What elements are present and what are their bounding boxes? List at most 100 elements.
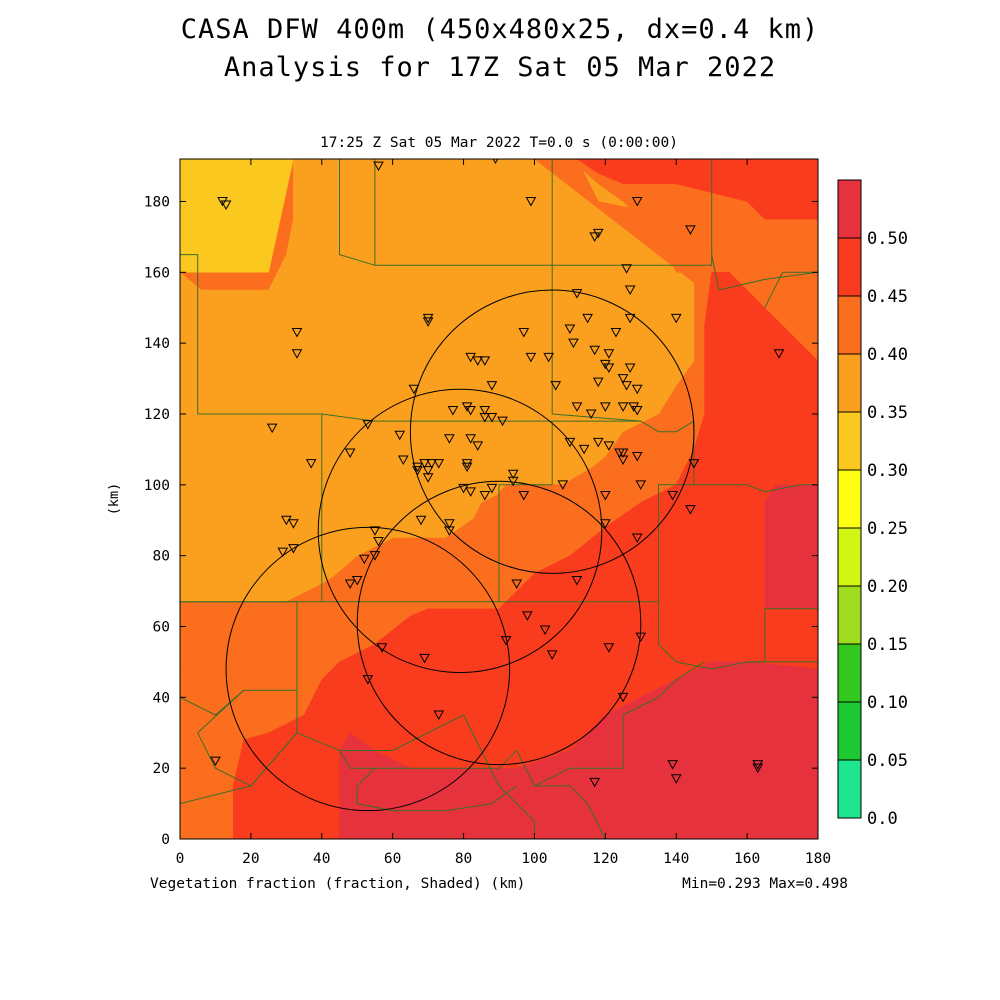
county-boundary-19 [764,271,818,309]
station-marker-58 [564,437,576,448]
station-marker-94 [288,519,299,529]
county-boundary-4 [711,254,818,291]
station-marker-77 [461,462,473,473]
axes: 0 20 40 60 80 100 120 140 160 180 0 20 40 60 80 100 120 1… [106,159,831,867]
station-marker-17 [571,289,583,299]
colorbar-swatch-4 [838,528,861,586]
county-boundary-18 [747,484,818,663]
station-marker-38 [550,381,562,391]
x-tick-label: 160 [734,851,760,867]
colorbar-swatch-9 [838,238,861,296]
station-marker-45 [408,384,420,395]
colorbar-swatch-0 [838,760,861,818]
station-marker-43 [479,356,491,366]
colorbar-level-label: 0.30 [867,461,908,481]
station-marker-93 [280,515,292,526]
plot-frame [179,158,819,840]
station-marker-15 [624,313,636,324]
x-tick-label: 60 [384,851,401,867]
station-marker-8 [589,232,601,242]
station-marker-27 [624,363,636,373]
station-marker-107 [571,575,583,586]
station-marker-98 [373,537,384,547]
station-marker-26 [603,363,615,373]
station-marker-113 [376,643,388,653]
station-marker-67 [305,459,317,469]
station-marker-19 [518,328,530,338]
station-marker-54 [394,430,406,441]
station-marker-22 [589,345,601,356]
station-marker-18 [582,313,593,324]
station-marker-88 [635,480,647,490]
station-marker-103 [415,515,427,526]
radar-range-ring-2 [356,480,642,766]
y-tick-label: 100 [144,478,170,494]
chart-title-line2: Analysis for 17Z Sat 05 Mar 2022 [223,52,777,83]
colorbar-level-label: 0.05 [867,751,908,771]
station-marker-1 [220,200,232,211]
y-tick-label: 60 [153,620,170,636]
station-marker-70 [412,466,423,476]
station-marker-20 [564,324,576,335]
station-marker-42 [472,356,484,366]
variable-label: Vegetation fraction (fraction, Shaded) (… [150,876,526,892]
station-marker-89 [667,490,679,501]
station-marker-71 [412,462,423,473]
station-marker-52 [497,416,508,427]
station-marker-102 [351,575,363,586]
station-marker-111 [539,625,551,636]
station-marker-95 [277,547,289,558]
station-marker-126 [752,763,764,774]
station-marker-24 [610,328,622,338]
station-marker-59 [578,444,590,455]
station-marker-5 [631,197,643,207]
station-marker-51 [486,413,498,423]
station-marker-124 [670,774,682,784]
station-marker-91 [688,459,700,469]
x-tick-label: 80 [455,851,472,867]
colorbar-level-label: 0.20 [867,577,908,597]
station-marker-120 [617,692,629,703]
station-marker-84 [479,490,491,501]
shaded-region-0 [180,159,294,273]
station-marker-121 [210,756,221,767]
station-marker-90 [685,505,696,515]
station-marker-28 [617,374,629,384]
station-marker-9 [291,328,303,338]
station-marker-60 [592,437,604,448]
station-marker-46 [447,405,459,416]
colorbar-level-label: 0.40 [867,345,908,365]
station-marker-13 [621,264,632,274]
station-marker-118 [603,643,615,653]
station-marker-115 [362,675,374,685]
county-boundary-15 [339,714,464,751]
x-tick-label: 40 [313,851,330,867]
colorbar-level-label: 0.15 [867,635,908,655]
colorbar-level-label: 0.50 [867,229,908,249]
county-boundary-7 [321,421,553,603]
colorbar: 0.0 0.05 0.10 0.15 0.20 0.25 0.30 0.35 0.40 0.45 0… [837,179,908,829]
chart-title: CASA DFW 400m (450x480x25, dx=0.4 km) [180,14,820,45]
station-marker-64 [631,452,643,462]
station-marker-79 [507,469,519,480]
county-boundary-8 [499,484,694,603]
y-tick-label: 180 [144,195,170,211]
station-marker-40 [543,352,554,363]
station-marker-41 [465,352,476,363]
x-tick-label: 0 [176,851,185,867]
station-marker-105 [444,526,455,536]
station-marker-99 [369,551,381,561]
colorbar-swatch-3 [838,586,861,644]
station-marker-110 [522,611,533,621]
station-marker-76 [422,473,434,483]
station-marker-68 [344,448,356,458]
shaded-region-7 [764,484,818,610]
station-marker-80 [507,476,519,487]
station-marker-2 [373,161,384,172]
station-marker-108 [599,519,611,529]
y-tick-label: 140 [144,336,170,352]
chart-time-subtitle: 17:25 Z Sat 05 Mar 2022 T=0.0 s (0:00:00… [320,135,678,151]
station-marker-82 [465,487,476,497]
station-marker-78 [461,459,473,469]
